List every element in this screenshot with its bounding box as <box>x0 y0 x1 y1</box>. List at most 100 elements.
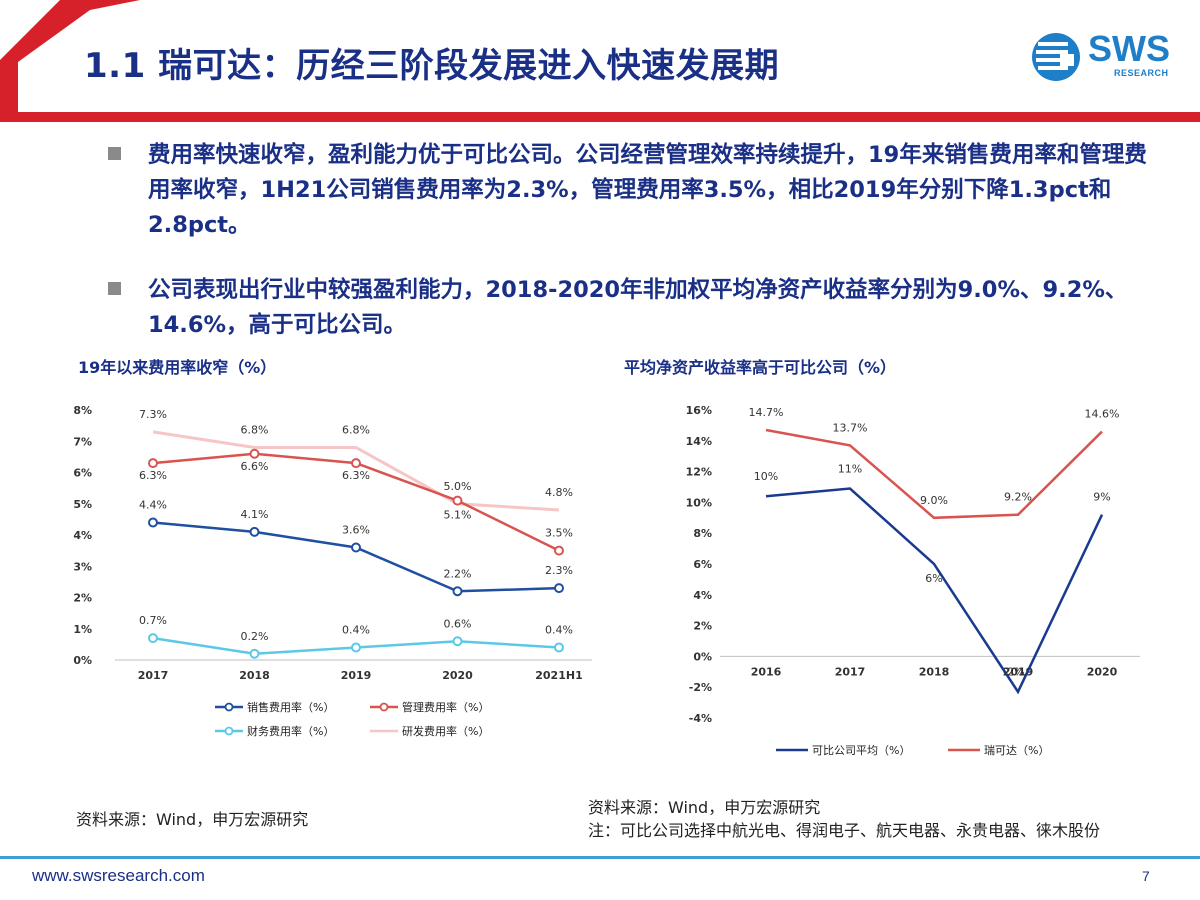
data-label: 14.7% <box>749 406 784 419</box>
data-label: 6.3% <box>139 469 167 482</box>
y-tick-label: -2% <box>689 681 712 694</box>
left-chart-title: 19年以来费用率收窄（%） <box>78 358 277 377</box>
data-label: 4.8% <box>545 486 573 499</box>
right-chart-title: 平均净资产收益率高于可比公司（%） <box>624 358 897 377</box>
right-source: 资料来源：Wind，申万宏源研究 <box>588 798 821 817</box>
y-tick-label: 2% <box>693 620 712 633</box>
y-tick-label: 4% <box>693 589 712 602</box>
y-tick-label: 2% <box>73 592 92 605</box>
x-tick-label: 2018 <box>919 665 950 678</box>
legend-label: 研发费用率（%） <box>402 724 489 738</box>
data-label: 2.3% <box>545 564 573 577</box>
roe-chart: -4% -2% 0% 2% 4% 6% 8% 10% 12% 14% 16% 2016 2017 2018… <box>686 404 1140 757</box>
right-note: 注：可比公司选择中航光电、得润电子、航天电器、永贵电器、徕木股份 <box>588 821 1101 840</box>
data-label: 7.3% <box>139 408 167 421</box>
data-point <box>249 448 260 459</box>
expense-ratio-chart: 0% 1% 2% 3% 4% 5% 6% 7% 8% 2017 2018 2019 2020 2021H1… <box>73 404 592 738</box>
y-tick-label: 12% <box>686 466 712 479</box>
data-label: 10% <box>754 470 778 483</box>
data-label: 6.8% <box>241 424 269 437</box>
x-tick-label: 2017 <box>138 669 169 682</box>
data-point <box>249 526 260 537</box>
y-tick-label: 5% <box>73 498 92 511</box>
slide-header: 1.1 瑞可达：历经三阶段发展进入快速发展期 SWS RESEARCH <box>0 0 1200 122</box>
y-tick-label: 0% <box>73 654 92 667</box>
data-label: 9.2% <box>1004 491 1032 504</box>
data-label: 11% <box>838 463 862 476</box>
x-tick-label: 2021H1 <box>535 669 582 682</box>
data-label: 0.4% <box>545 624 573 637</box>
data-label: 9.0% <box>920 494 948 507</box>
x-tick-label: 2017 <box>835 665 866 678</box>
y-tick-label: 4% <box>73 529 92 542</box>
page-number: 7 <box>1142 868 1150 884</box>
data-label: 4.1% <box>241 508 269 521</box>
data-point <box>148 517 158 528</box>
data-point <box>452 636 463 647</box>
sws-logo: SWS RESEARCH <box>1030 28 1180 84</box>
legend-label: 可比公司平均（%） <box>812 744 910 757</box>
y-tick-label: 10% <box>686 496 712 509</box>
y-tick-label: 7% <box>73 435 92 448</box>
data-point <box>554 545 564 556</box>
data-label: 13.7% <box>833 421 868 434</box>
data-label: 6.6% <box>241 460 269 473</box>
data-label: 6.3% <box>342 469 370 482</box>
legend-label: 销售费用率（%） <box>247 700 334 714</box>
data-point <box>148 633 158 644</box>
series-line <box>765 487 1104 695</box>
logo-subtext: RESEARCH <box>1114 68 1169 78</box>
x-tick-label: 2020 <box>442 669 473 682</box>
bullet-square-icon <box>108 147 121 160</box>
data-label: 0.7% <box>139 614 167 627</box>
y-tick-label: 14% <box>686 435 712 448</box>
data-label: 9% <box>1093 491 1110 504</box>
x-tick-label: 2019 <box>341 669 372 682</box>
legend-label: 瑞可达（%） <box>984 743 1049 757</box>
y-tick-label: -4% <box>689 712 712 725</box>
data-label: -2% <box>1003 665 1024 678</box>
data-label: 14.6% <box>1085 408 1120 421</box>
y-tick-label: 6% <box>73 467 92 480</box>
series-line <box>152 430 560 512</box>
data-label: 6% <box>925 572 942 585</box>
footer-line <box>0 856 1200 859</box>
legend-marker <box>379 702 389 712</box>
bullet-text: 费用率快速收窄，盈利能力优于可比公司。公司经营管理效率持续提升，19年来销售费用… <box>148 142 1147 238</box>
data-point <box>351 458 361 469</box>
y-tick-label: 0% <box>693 650 712 663</box>
data-label: 6.8% <box>342 424 370 437</box>
legend-marker <box>224 702 234 712</box>
data-point <box>148 458 158 469</box>
data-point <box>249 648 260 659</box>
y-tick-label: 3% <box>73 560 92 573</box>
data-label: 3.6% <box>342 524 370 537</box>
sws-globe-icon <box>1032 33 1080 81</box>
data-label: 0.6% <box>444 617 472 630</box>
series-line <box>765 428 1103 520</box>
data-label: 3.5% <box>545 527 573 540</box>
y-tick-label: 6% <box>693 558 712 571</box>
y-tick-label: 16% <box>686 404 712 417</box>
data-point <box>452 586 463 597</box>
logo-text: SWS <box>1088 28 1171 69</box>
bullet-square-icon <box>108 282 121 295</box>
left-source: 资料来源：Wind，申万宏源研究 <box>76 810 309 829</box>
data-label: 0.4% <box>342 624 370 637</box>
data-label: 2.2% <box>444 567 472 580</box>
bullet-text: 公司表现出行业中较强盈利能力，2018-2020年非加权平均净资产收益率分别为9… <box>148 277 1128 338</box>
legend-marker <box>224 726 234 736</box>
data-label: 4.4% <box>139 499 167 512</box>
data-point <box>351 642 361 653</box>
y-tick-label: 8% <box>693 527 712 540</box>
y-tick-label: 1% <box>73 623 92 636</box>
footer-url[interactable]: www.swsresearch.com <box>32 866 205 885</box>
legend-label: 管理费用率（%） <box>402 700 489 714</box>
x-tick-label: 2016 <box>751 665 782 678</box>
page-title: 1.1 瑞可达：历经三阶段发展进入快速发展期 <box>84 46 780 86</box>
data-label: 5.0% <box>444 480 472 493</box>
legend-label: 财务费用率（%） <box>247 724 334 738</box>
data-label: 5.1% <box>444 509 472 522</box>
y-tick-label: 8% <box>73 404 92 417</box>
x-tick-label: 2020 <box>1087 665 1118 678</box>
